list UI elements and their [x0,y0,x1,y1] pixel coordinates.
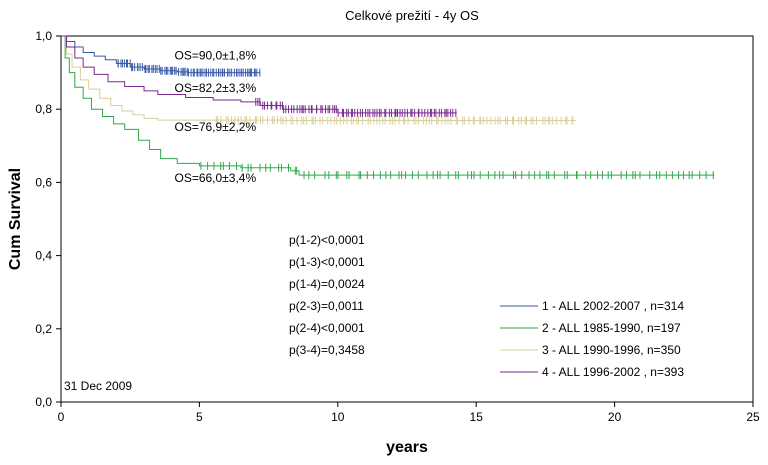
x-tick-label: 15 [470,410,484,424]
p-values: p(1-2)<0,0001 p(1-3)<0,0001 p(1-4)=0,0024 p… [289,233,365,357]
legend-label: 2 - ALL 1985-1990, n=197 [542,321,681,335]
survival-curve-4 [61,35,457,114]
survival-curve-2 [61,35,715,176]
date-annotation: 31 Dec 2009 [64,379,132,393]
x-tick-label: 10 [331,410,345,424]
y-axis-ticks: 0,0 0,2 0,4 0,6 0,8 1,0 [35,29,61,409]
p-value: p(1-4)=0,0024 [289,277,365,291]
p-value: p(2-3)=0,0011 [289,299,364,313]
p-value: p(3-4)=0,3458 [289,343,365,357]
p-value: p(1-2)<0,0001 [289,233,365,247]
legend-label: 1 - ALL 2002-2007 , n=314 [542,299,684,313]
os-labels: OS=90,0±1,8% OS=66,0±3,4% OS=76,9±2,2% OS=8… [174,48,256,185]
plot-area [60,35,754,403]
survival-curves [61,35,715,176]
y-tick-label: 0,6 [35,175,52,189]
x-tick-label: 5 [196,410,203,424]
p-value: p(1-3)<0,0001 [289,255,365,269]
x-tick-label: 25 [746,410,760,424]
x-tick-label: 0 [58,410,65,424]
x-axis-ticks: 0 5 10 15 20 25 [58,402,760,424]
os-label: OS=76,9±2,2% [174,120,256,134]
x-tick-label: 20 [608,410,622,424]
legend: 1 - ALL 2002-2007 , n=314 2 - ALL 1985-19… [500,299,684,379]
survival-curve-3 [61,35,576,122]
x-axis-label: years [386,439,428,456]
os-label: OS=66,0±3,4% [174,171,256,185]
y-tick-label: 0,0 [35,395,52,409]
y-tick-label: 0,2 [35,322,52,336]
os-label: OS=90,0±1,8% [174,48,256,62]
p-value: p(2-4)<0,0001 [289,321,365,335]
chart-title: Celkové prežití - 4y OS [345,8,479,23]
censor-marks [117,59,714,180]
legend-label: 3 - ALL 1990-1996, n=350 [542,343,681,357]
y-tick-label: 0,8 [35,102,52,116]
os-label: OS=82,2±3,3% [174,81,256,95]
y-tick-label: 0,4 [35,249,52,263]
survival-curve-1 [61,35,261,74]
legend-label: 4 - ALL 1996-2002 , n=393 [542,365,684,379]
y-tick-label: 1,0 [35,29,52,43]
y-axis-label: Cum Survival [7,168,24,270]
